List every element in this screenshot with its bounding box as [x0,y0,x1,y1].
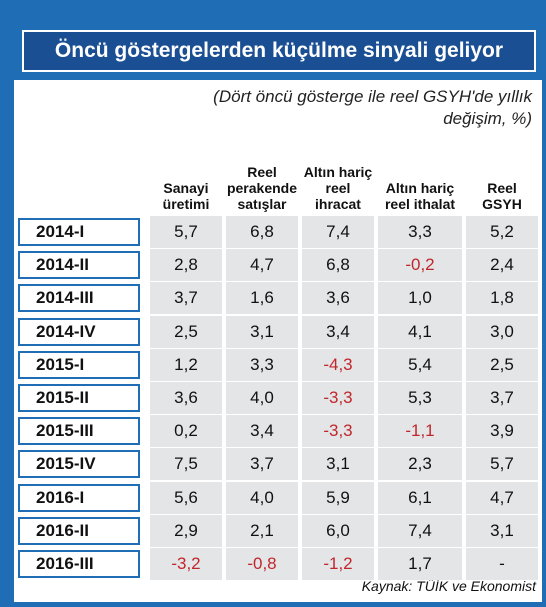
table-cell: 3,3 [226,348,298,381]
table-cell: 3,0 [466,315,538,348]
table-cell: 3,7 [150,282,222,315]
table-cell: -3,3 [302,415,374,448]
table-cell: 4,1 [378,315,462,348]
table-cell: 4,7 [226,249,298,282]
column-header: Altın hariç reel ihracat [303,164,373,212]
table-cell: 2,3 [378,448,462,481]
table-cell: 6,8 [302,249,374,282]
column-header: Altın hariç reel ithalat [384,180,456,212]
row-label: 2014-II [18,251,140,280]
table-cell: 2,4 [466,249,538,282]
table-cell: 6,8 [226,216,298,248]
row-label: 2014-I [18,218,140,246]
table-cell: 3,4 [226,415,298,448]
table-cell: 1,8 [466,282,538,315]
table-cell: - [466,548,538,580]
source: Kaynak: TÜİK ve Ekonomist [361,578,536,594]
row-label: 2015-IV [18,450,140,479]
table-cell: 4,7 [466,481,538,514]
column-header: Reel perakende satışlar [226,164,298,212]
table-cell: 2,9 [150,514,222,547]
row-label: 2015-II [18,384,140,412]
table-cell: 2,5 [466,348,538,381]
table-cell: 3,1 [466,514,538,547]
table-cell: 7,4 [302,216,374,248]
row-label: 2014-III [18,284,140,313]
table-cell: 3,7 [466,382,538,414]
table-cell: 3,3 [378,216,462,248]
column-header: Sanayi üretimi [162,180,210,212]
table-cell: 7,5 [150,448,222,481]
row-label: 2015-I [18,350,140,379]
table-cell: 6,1 [378,481,462,514]
table-cell: 3,7 [226,448,298,481]
table-cell: 5,6 [150,481,222,514]
title: Öncü göstergelerden küçülme sinyali geli… [22,30,536,72]
table-cell: 2,5 [150,315,222,348]
table-cell: 5,7 [466,448,538,481]
table-cell: -0,2 [378,249,462,282]
table-cell: 2,8 [150,249,222,282]
table-cell: 3,1 [302,448,374,481]
row-label: 2016-I [18,483,140,512]
table-cell: 6,0 [302,514,374,547]
subtitle: (Dört öncü gösterge ile reel GSYH'de yıl… [213,87,532,128]
table-cell: -0,8 [226,548,298,580]
row-label: 2015-III [18,417,140,446]
table-cell: -4,3 [302,348,374,381]
table-cell: 1,6 [226,282,298,315]
table-cell: 7,4 [378,514,462,547]
table-cell: 1,0 [378,282,462,315]
table-cell: 0,2 [150,415,222,448]
table-cell: 5,7 [150,216,222,248]
table-cell: 1,2 [150,348,222,381]
row-label: 2014-IV [18,317,140,346]
table-cell: 4,0 [226,481,298,514]
table-cell: 1,7 [378,548,462,580]
table-cell: 5,9 [302,481,374,514]
table-cell: -1,1 [378,415,462,448]
table-cell: -3,3 [302,382,374,414]
table-cell: 3,9 [466,415,538,448]
table-cell: 3,4 [302,315,374,348]
row-label: 2016-II [18,516,140,545]
table-cell: 3,6 [302,282,374,315]
table-cell: -3,2 [150,548,222,580]
table-cell: 3,6 [150,382,222,414]
row-label: 2016-III [18,550,140,578]
table-cell: 4,0 [226,382,298,414]
table-cell: 5,4 [378,348,462,381]
table-cell: 3,1 [226,315,298,348]
table-cell: 5,2 [466,216,538,248]
table-cell: -1,2 [302,548,374,580]
column-header: Reel GSYH [482,180,522,212]
table-cell: 5,3 [378,382,462,414]
table-cell: 2,1 [226,514,298,547]
